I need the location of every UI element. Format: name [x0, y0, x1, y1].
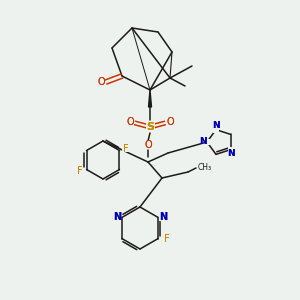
- Bar: [164, 235, 171, 242]
- Text: O: O: [126, 117, 134, 127]
- Bar: [204, 139, 210, 145]
- Bar: [213, 127, 219, 133]
- Text: N: N: [199, 137, 207, 146]
- Text: S: S: [146, 122, 154, 132]
- Polygon shape: [148, 90, 152, 107]
- Text: F: F: [123, 143, 128, 154]
- Text: O: O: [166, 117, 174, 127]
- Text: O: O: [166, 117, 174, 127]
- Text: F: F: [77, 166, 82, 176]
- Text: N: N: [159, 212, 167, 223]
- Text: N: N: [113, 212, 121, 223]
- Bar: [122, 145, 129, 152]
- Text: N: N: [227, 149, 234, 158]
- Text: N: N: [227, 149, 234, 158]
- Text: S: S: [146, 122, 154, 132]
- Bar: [97, 78, 105, 86]
- Text: N: N: [159, 212, 167, 223]
- Text: CH₃: CH₃: [198, 163, 212, 172]
- Bar: [146, 123, 154, 131]
- Text: N: N: [212, 121, 220, 130]
- Text: N: N: [113, 212, 121, 223]
- Text: N: N: [212, 121, 220, 130]
- Text: O: O: [97, 77, 105, 87]
- Text: F: F: [77, 166, 82, 176]
- Text: O: O: [144, 140, 152, 150]
- Bar: [126, 118, 134, 125]
- Text: F: F: [123, 143, 128, 154]
- Bar: [113, 214, 121, 221]
- Text: N: N: [199, 137, 207, 146]
- Text: F: F: [164, 233, 170, 244]
- Text: O: O: [144, 140, 152, 150]
- Bar: [166, 118, 174, 125]
- Bar: [227, 147, 233, 153]
- Text: F: F: [164, 233, 170, 244]
- Text: O: O: [97, 77, 105, 87]
- Text: O: O: [126, 117, 134, 127]
- Bar: [76, 167, 83, 174]
- Bar: [144, 141, 152, 149]
- Bar: [159, 214, 167, 221]
